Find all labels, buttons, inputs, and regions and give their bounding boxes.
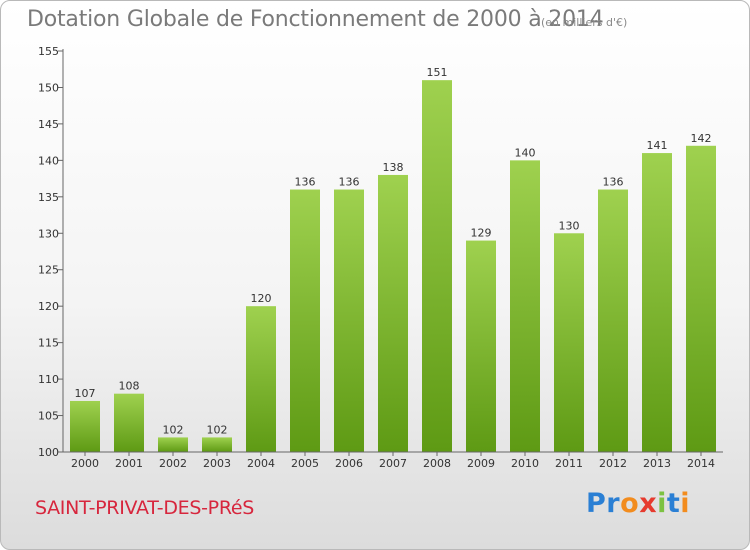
logo-letter: r (606, 488, 621, 519)
bar-value-label: 108 (119, 380, 140, 393)
x-tick-label: 2004 (247, 457, 275, 470)
x-tick-label: 2003 (203, 457, 231, 470)
y-tick-label: 115 (38, 337, 59, 350)
bar (158, 437, 188, 452)
bar (378, 174, 408, 453)
bar-value-label: 120 (251, 292, 272, 305)
logo-letter: i (680, 488, 691, 519)
bar-value-label: 142 (691, 132, 712, 145)
x-tick-label: 2008 (423, 457, 451, 470)
logo-letter: P (586, 488, 607, 519)
bar (642, 153, 672, 452)
x-tick-label: 2011 (555, 457, 583, 470)
x-tick-label: 2000 (71, 457, 99, 470)
x-tick-label: 2005 (291, 457, 319, 470)
bar-value-label: 138 (383, 161, 404, 174)
x-tick-label: 2012 (599, 457, 627, 470)
y-tick-label: 110 (38, 373, 59, 386)
y-tick-label: 145 (38, 118, 59, 131)
chart-unit-subtitle: (en milliers d'€) (541, 16, 628, 29)
x-tick-label: 2010 (511, 457, 539, 470)
x-tick-label: 2013 (643, 457, 671, 470)
bar (554, 233, 584, 452)
y-tick-label: 150 (38, 81, 59, 94)
y-tick-label: 155 (38, 45, 59, 58)
bar (70, 400, 100, 452)
logo-letter: i (657, 488, 667, 519)
x-tick-label: 2014 (687, 457, 715, 470)
y-tick-label: 130 (38, 227, 59, 240)
bar-value-label: 136 (295, 176, 316, 189)
logo-letter: t (666, 488, 681, 519)
bar-value-label: 107 (75, 387, 96, 400)
bar (598, 189, 628, 452)
bar-value-label: 136 (339, 176, 360, 189)
logo-letter: x (639, 488, 658, 519)
chart-title: Dotation Globale de Fonctionnement de 20… (27, 7, 604, 32)
bar-value-label: 102 (207, 423, 228, 436)
bar (114, 393, 144, 452)
y-tick-label: 100 (38, 446, 59, 459)
proxiti-logo: Proxiti (586, 488, 690, 519)
bar-value-label: 140 (515, 146, 536, 159)
bar (510, 160, 540, 452)
place-name: SAINT-PRIVAT-DES-PRéS (35, 497, 255, 519)
x-tick-label: 2002 (159, 457, 187, 470)
logo-letter: o (620, 488, 640, 519)
bar (246, 306, 276, 452)
x-tick-label: 2007 (379, 457, 407, 470)
bar-value-label: 130 (559, 219, 580, 232)
x-tick-label: 2001 (115, 457, 143, 470)
bar-value-label: 129 (471, 227, 492, 240)
bar (466, 240, 496, 452)
bar-value-label: 141 (647, 139, 668, 152)
bar (202, 437, 232, 452)
bar-value-label: 102 (163, 423, 184, 436)
y-tick-label: 105 (38, 410, 59, 423)
bar (334, 189, 364, 452)
y-tick-label: 120 (38, 300, 59, 313)
bar-value-label: 136 (603, 176, 624, 189)
bar (686, 145, 716, 453)
y-tick-label: 135 (38, 191, 59, 204)
x-tick-label: 2006 (335, 457, 363, 470)
bar-value-label: 151 (427, 66, 448, 79)
bar (290, 189, 320, 452)
x-tick-label: 2009 (467, 457, 495, 470)
y-tick-label: 140 (38, 154, 59, 167)
bar (422, 80, 452, 452)
y-tick-label: 125 (38, 264, 59, 277)
